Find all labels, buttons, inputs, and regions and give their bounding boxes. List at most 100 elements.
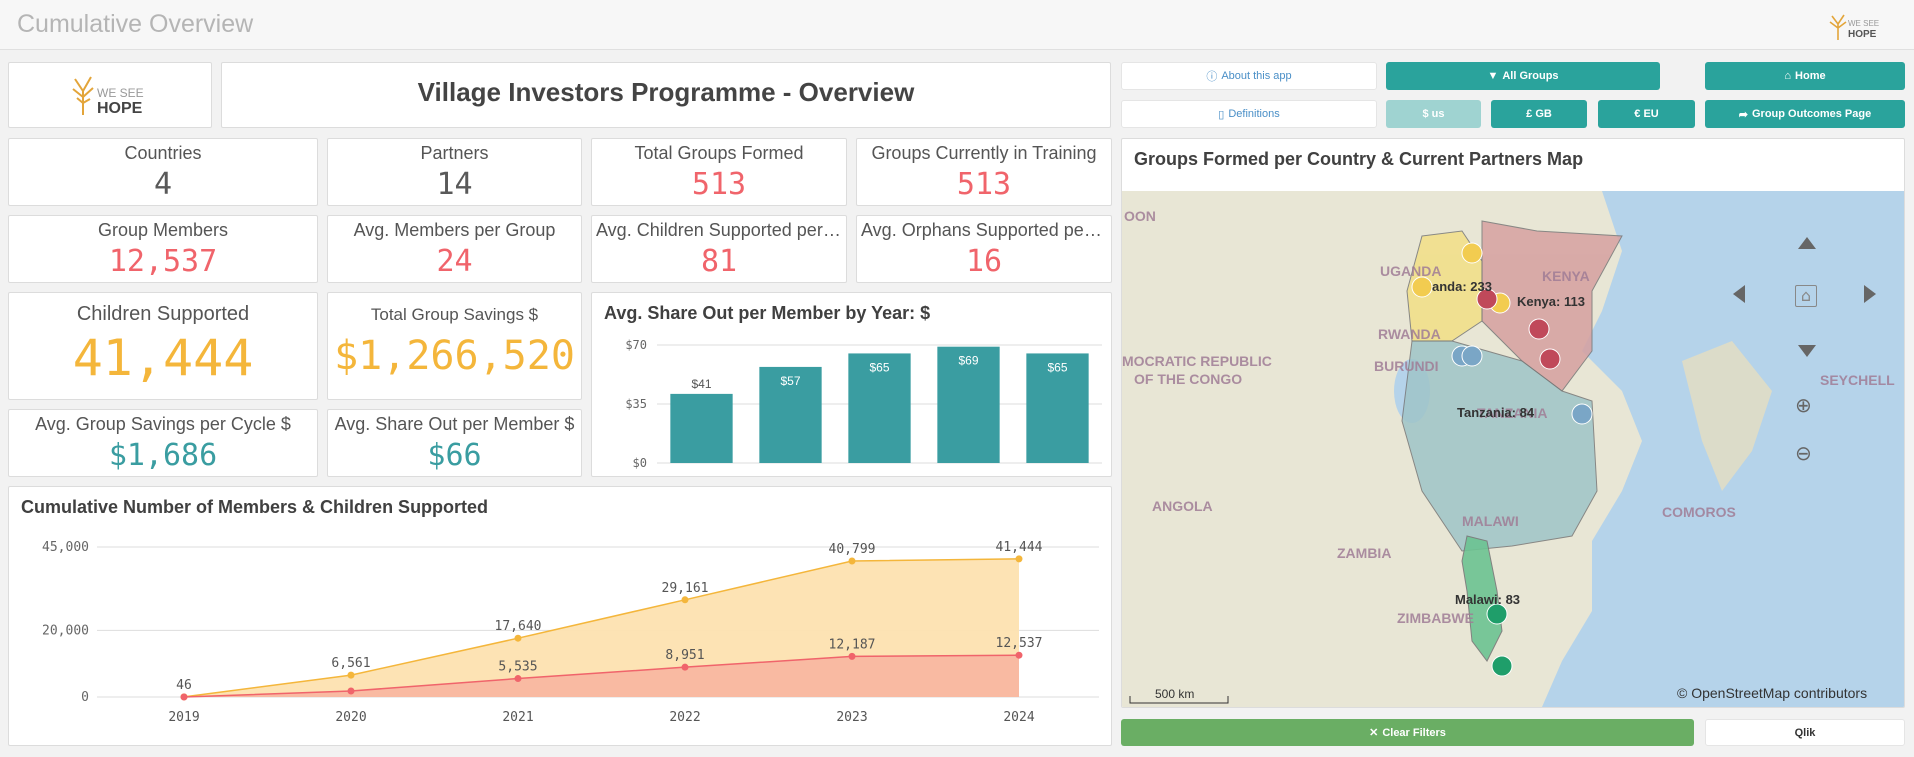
y-tick-label: $70 xyxy=(625,338,647,352)
malawi-region[interactable] xyxy=(1461,535,1503,662)
kpi-value: 41,444 xyxy=(72,329,254,387)
area-chart-card[interactable]: Cumulative Number of Members & Children … xyxy=(8,486,1112,746)
info-icon: ⓘ xyxy=(1206,71,1218,83)
svg-text:COMOROS: COMOROS xyxy=(1662,504,1736,520)
home-icon: ⌂ xyxy=(1784,70,1792,82)
kpi-partners: Partners 14 xyxy=(327,138,582,206)
group-outcomes-button[interactable]: ➦ Group Outcomes Page xyxy=(1705,100,1905,128)
madagascar-land xyxy=(1682,341,1772,491)
bar xyxy=(670,393,733,463)
kpi-value: 16 xyxy=(965,244,1003,279)
x-tick-label: 2023 xyxy=(836,710,867,725)
series-line xyxy=(183,558,1020,698)
kpi-value: 14 xyxy=(436,167,473,202)
bar xyxy=(848,353,911,463)
kpi-avg-shareout: Avg. Share Out per Member $ $66 xyxy=(327,409,582,477)
logo-card: WE SEE HOPE xyxy=(8,62,212,128)
svg-text:OF THE CONGO: OF THE CONGO xyxy=(1134,371,1242,387)
qlik-logo: Qlik xyxy=(1794,726,1816,739)
kpi-total-savings: Total Group Savings $ $1,266,520 xyxy=(327,292,582,400)
definitions-button[interactable]: ▯ Definitions xyxy=(1121,100,1377,128)
map-attribution: © OpenStreetMap contributors xyxy=(1677,685,1867,701)
book-icon: ▯ xyxy=(1218,108,1225,121)
bar-value-label: $65 xyxy=(1047,360,1067,374)
svg-text:MALAWI: MALAWI xyxy=(1462,513,1519,529)
map-canvas[interactable]: OON UGANDA KENYA RWANDA BURUNDI MOCRATIC… xyxy=(1122,191,1904,707)
data-point xyxy=(347,671,355,679)
series-area xyxy=(184,655,1019,697)
kpi-value: $1,266,520 xyxy=(334,333,575,379)
home-button[interactable]: ⌂ Home xyxy=(1705,62,1905,90)
currency-eur-button[interactable]: € EU xyxy=(1598,100,1695,128)
data-point xyxy=(848,557,856,565)
header-card: Village Investors Programme - Overview xyxy=(221,62,1111,128)
kpi-value: 513 xyxy=(691,167,747,202)
data-label: 5,535 xyxy=(498,660,537,675)
kpi-countries: Countries 4 xyxy=(8,138,318,206)
data-point xyxy=(681,663,689,671)
brand-logo: WE SEE HOPE xyxy=(72,76,144,117)
malawi-point xyxy=(1486,603,1508,625)
pan-down-icon[interactable] xyxy=(1798,345,1816,357)
bar-chart-title: Avg. Share Out per Member by Year: $ xyxy=(604,303,931,323)
bar-chart-card[interactable]: Avg. Share Out per Member by Year: $ $70… xyxy=(591,292,1112,477)
x-tick-label: 2022 xyxy=(669,710,700,725)
svg-text:anda: 233: anda: 233 xyxy=(1432,279,1492,294)
kpi-avg-members: Avg. Members per Group 24 xyxy=(327,215,582,283)
about-app-button[interactable]: ⓘ About this app xyxy=(1121,62,1377,90)
tanzania-point xyxy=(1461,345,1483,367)
currency-gbp-button[interactable]: £ GB xyxy=(1491,100,1587,128)
svg-text:HOPE: HOPE xyxy=(1848,29,1877,40)
bar xyxy=(1026,353,1089,463)
data-label: 40,799 xyxy=(829,542,876,557)
kenya-point xyxy=(1539,348,1561,370)
page-title: Village Investors Programme - Overview xyxy=(417,77,915,107)
area-chart[interactable]: 45,000 20,000 0 46 6,561 17,640 29,161 40,799 41… xyxy=(9,527,1111,745)
bar-value-label: $69 xyxy=(958,354,978,368)
bar-value-label: $57 xyxy=(780,374,800,388)
qlik-button[interactable]: Qlik xyxy=(1705,719,1905,746)
data-label: 29,161 xyxy=(662,581,709,596)
y-tick-label: 0 xyxy=(81,690,89,705)
map-card[interactable]: Groups Formed per Country & Current Part… xyxy=(1121,138,1905,708)
kpi-value: 24 xyxy=(436,244,473,279)
sheet-title: Cumulative Overview xyxy=(17,10,254,38)
home-view-icon[interactable]: ⌂ xyxy=(1795,285,1817,307)
svg-text:TANZANIA: TANZANIA xyxy=(1477,405,1548,421)
zoom-in-icon[interactable]: ⊕ xyxy=(1795,393,1812,417)
svg-text:WE SEE: WE SEE xyxy=(97,86,144,100)
uganda-point xyxy=(1461,242,1483,264)
bar xyxy=(759,366,822,463)
currency-usd-button[interactable]: $ us xyxy=(1386,100,1481,128)
map-data-labels: anda: 233 Kenya: 113 Tanzania: 84 Malawi… xyxy=(1432,279,1585,607)
data-label: 46 xyxy=(176,678,192,693)
pan-left-icon[interactable] xyxy=(1733,285,1745,303)
filter-icon: ▼ xyxy=(1487,70,1499,82)
data-point xyxy=(514,634,522,642)
country-labels: OON UGANDA KENYA RWANDA BURUNDI MOCRATIC… xyxy=(1122,208,1895,626)
data-point xyxy=(1015,651,1023,659)
svg-text:Malawi: 83: Malawi: 83 xyxy=(1455,592,1520,607)
svg-text:Kenya: 113: Kenya: 113 xyxy=(1517,294,1585,309)
data-point xyxy=(848,652,856,660)
x-tick-label: 2021 xyxy=(502,710,533,725)
zoom-out-icon[interactable]: ⊖ xyxy=(1795,441,1812,465)
x-tick-label: 2024 xyxy=(1003,710,1034,725)
svg-text:RWANDA: RWANDA xyxy=(1378,326,1441,342)
kpi-value: 4 xyxy=(153,167,173,202)
all-groups-button[interactable]: ▼ All Groups xyxy=(1386,62,1660,90)
tanzania-region[interactable] xyxy=(1401,340,1598,552)
svg-text:OON: OON xyxy=(1124,208,1156,224)
pan-up-icon[interactable] xyxy=(1798,237,1816,249)
y-tick-label: $0 xyxy=(633,456,647,470)
y-tick-label: 45,000 xyxy=(42,540,89,555)
svg-text:KENYA: KENYA xyxy=(1542,268,1590,284)
data-label: 6,561 xyxy=(331,656,370,671)
partner-points[interactable] xyxy=(1411,242,1593,677)
share-arrow-icon: ➦ xyxy=(1738,108,1748,121)
bar-chart[interactable]: $70 $35 $0 $41 $57 $65 $69 $65 xyxy=(592,333,1111,476)
clear-filters-button[interactable]: ✕ Clear Filters xyxy=(1121,719,1694,746)
y-tick-label: 20,000 xyxy=(42,623,89,638)
pan-right-icon[interactable] xyxy=(1864,285,1876,303)
malawi-point xyxy=(1491,655,1513,677)
